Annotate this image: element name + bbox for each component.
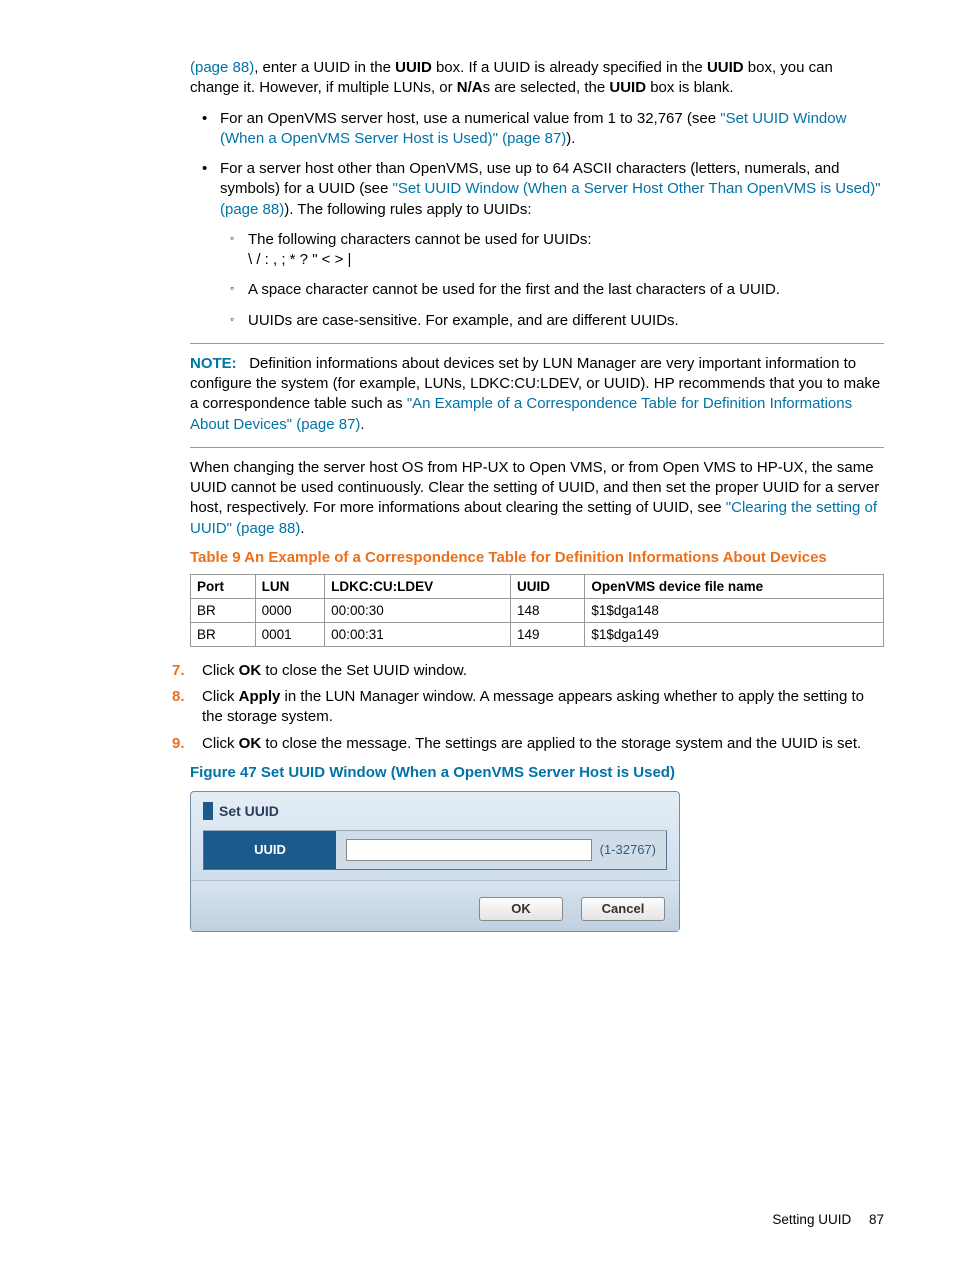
footer-text: Setting UUID xyxy=(772,1212,851,1227)
uuid-field-label: UUID xyxy=(204,832,336,867)
correspondence-table: Port LUN LDKC:CU:LDEV UUID OpenVMS devic… xyxy=(190,574,884,647)
rules-list: For an OpenVMS server host, use a numeri… xyxy=(190,109,884,331)
os-change-paragraph: When changing the server host OS from HP… xyxy=(190,458,884,539)
uuid-field-row: UUID (1-32767) xyxy=(203,831,667,870)
col-port: Port xyxy=(191,574,256,598)
intro-paragraph: (page 88), enter a UUID in the UUID box.… xyxy=(190,58,884,99)
ok-button[interactable]: OK xyxy=(479,897,563,921)
note-paragraph: NOTE: Definition informations about devi… xyxy=(190,354,884,435)
note-section: NOTE: Definition informations about devi… xyxy=(190,343,884,932)
set-uuid-dialog: Set UUID UUID (1-32767) OK Cancel xyxy=(190,791,680,932)
list-item: For an OpenVMS server host, use a numeri… xyxy=(220,109,884,150)
dialog-body: UUID (1-32767) xyxy=(203,830,667,870)
uuid-range-hint: (1-32767) xyxy=(600,842,656,857)
step-8: 8. Click Apply in the LUN Manager window… xyxy=(172,687,884,728)
page-footer: Setting UUID 87 xyxy=(772,1212,884,1227)
table-title: Table 9 An Example of a Correspondence T… xyxy=(190,549,884,566)
uuid-rules-sublist: The following characters cannot be used … xyxy=(220,230,884,331)
list-item: The following characters cannot be used … xyxy=(248,230,884,271)
page-content: (page 88), enter a UUID in the UUID box.… xyxy=(190,58,884,331)
uuid-input-wrap: (1-32767) xyxy=(336,831,666,869)
page-ref-link[interactable]: (page 88) xyxy=(190,59,254,76)
dialog-footer: OK Cancel xyxy=(191,880,679,931)
col-uuid: UUID xyxy=(511,574,585,598)
col-devfile: OpenVMS device file name xyxy=(585,574,884,598)
list-item: For a server host other than OpenVMS, us… xyxy=(220,159,884,331)
uuid-input[interactable] xyxy=(346,839,592,861)
table-row: BR 0000 00:00:30 148 $1$dga148 xyxy=(191,598,884,622)
col-ldkc: LDKC:CU:LDEV xyxy=(325,574,511,598)
note-label: NOTE: xyxy=(190,355,237,372)
dialog-title: Set UUID xyxy=(219,803,279,819)
list-item: UUIDs are case-sensitive. For example, a… xyxy=(248,311,884,331)
step-9: 9. Click OK to close the message. The se… xyxy=(172,734,884,754)
col-lun: LUN xyxy=(255,574,325,598)
step-7: 7. Click OK to close the Set UUID window… xyxy=(172,661,884,681)
table-row: BR 0001 00:00:31 149 $1$dga149 xyxy=(191,622,884,646)
steps-list: 7. Click OK to close the Set UUID window… xyxy=(172,661,884,754)
figure-title: Figure 47 Set UUID Window (When a OpenVM… xyxy=(190,764,884,781)
list-item: A space character cannot be used for the… xyxy=(248,280,884,300)
page-number: 87 xyxy=(869,1212,884,1227)
dialog-header: Set UUID xyxy=(191,792,679,824)
cancel-button[interactable]: Cancel xyxy=(581,897,665,921)
dialog-marker-icon xyxy=(203,802,213,820)
table-header-row: Port LUN LDKC:CU:LDEV UUID OpenVMS devic… xyxy=(191,574,884,598)
